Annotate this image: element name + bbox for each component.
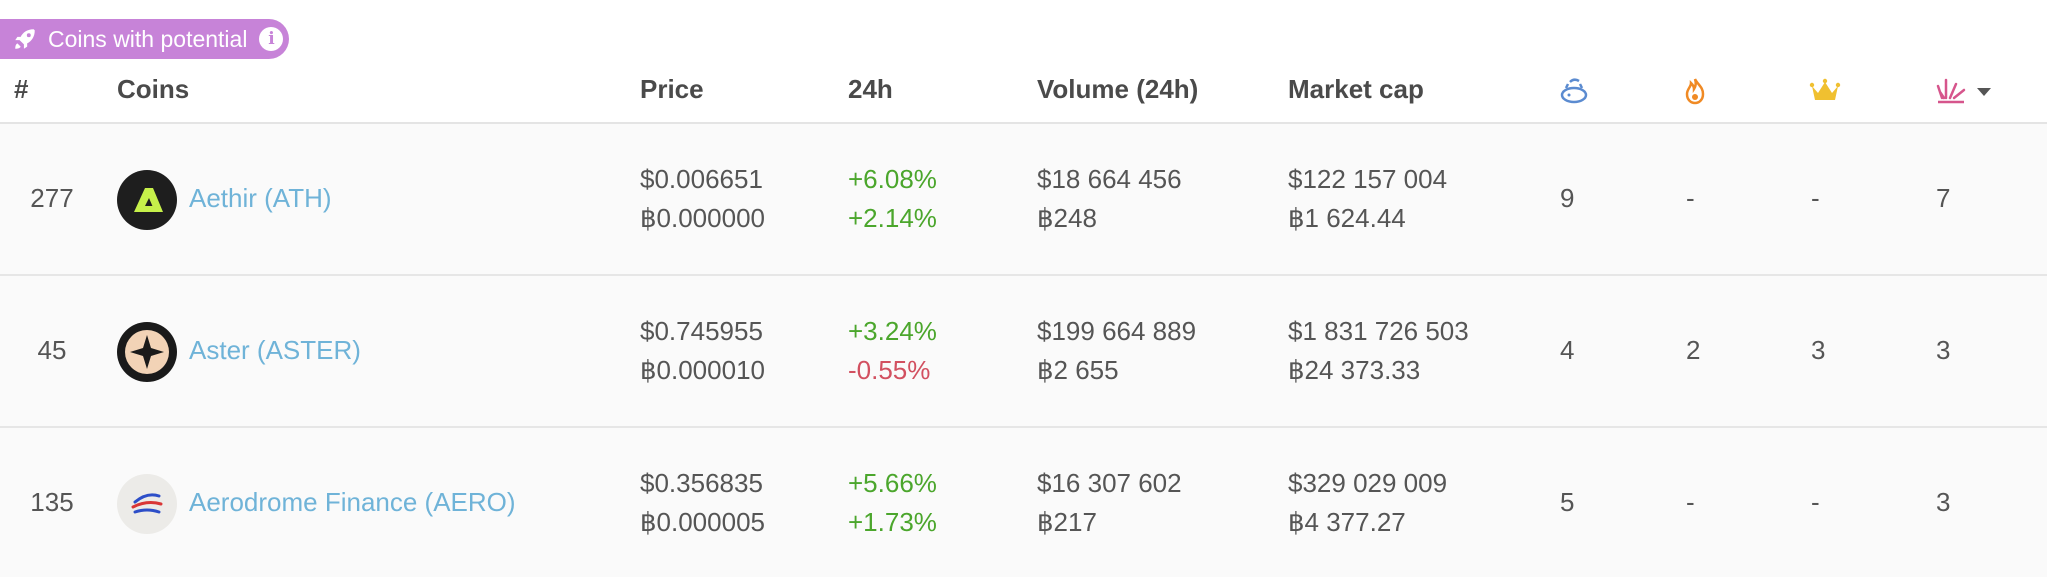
coin-name-link[interactable]: Aster (ASTER)	[189, 335, 361, 365]
change-usd: +5.66%	[848, 468, 937, 498]
price-btc: ฿0.000010	[640, 355, 765, 385]
score-piggy: 4	[1560, 335, 1575, 365]
volume-usd: $18 664 456	[1037, 164, 1182, 194]
price-btc: ฿0.000000	[640, 203, 765, 233]
score-flame: -	[1686, 183, 1695, 213]
table-row[interactable]: 277 Aethir (ATH) $0.006651 ฿0.000000 +6.…	[0, 124, 2047, 276]
coins-with-potential-badge[interactable]: Coins with potential i	[0, 19, 289, 59]
price-usd: $0.356835	[640, 468, 763, 498]
score-crown: 3	[1811, 335, 1826, 365]
header-coins[interactable]: Coins	[117, 74, 190, 104]
volume-btc: ฿2 655	[1037, 355, 1119, 385]
score-flame: -	[1686, 487, 1695, 517]
volume-usd: $199 664 889	[1037, 316, 1197, 346]
aster-logo	[117, 322, 177, 382]
header-volume[interactable]: Volume (24h)	[1037, 74, 1199, 104]
score-piggy: 5	[1560, 487, 1575, 517]
rocket-icon	[15, 29, 35, 49]
score-explosion: 7	[1936, 183, 1951, 213]
row-rank: 45	[37, 335, 67, 365]
change-usd: +6.08%	[848, 164, 937, 194]
row-rank: 135	[30, 487, 74, 517]
row-rank: 277	[30, 183, 74, 213]
badge-label: Coins with potential	[48, 25, 248, 52]
header-rank[interactable]: #	[14, 74, 29, 104]
market-cap-usd: $122 157 004	[1288, 164, 1448, 194]
price-usd: $0.745955	[640, 316, 763, 346]
market-cap-btc: ฿1 624.44	[1288, 203, 1406, 233]
market-cap-btc: ฿24 373.33	[1288, 355, 1421, 385]
score-crown: -	[1811, 183, 1820, 213]
aethir-logo	[117, 170, 177, 230]
score-flame: 2	[1686, 335, 1701, 365]
chevron-down-icon[interactable]	[1976, 86, 1992, 98]
market-cap-usd: $329 029 009	[1288, 468, 1448, 498]
price-usd: $0.006651	[640, 164, 763, 194]
change-btc: +2.14%	[848, 203, 937, 233]
change-btc: +1.73%	[848, 507, 937, 537]
explosion-icon[interactable]	[1934, 76, 1968, 106]
score-explosion: 3	[1936, 487, 1951, 517]
change-btc: -0.55%	[848, 355, 931, 385]
crown-icon[interactable]	[1808, 76, 1842, 106]
volume-usd: $16 307 602	[1037, 468, 1182, 498]
coin-name-link[interactable]: Aerodrome Finance (AERO)	[189, 487, 516, 517]
volume-btc: ฿217	[1037, 507, 1097, 537]
table-row[interactable]: 135 Aerodrome Finance (AERO) $0.356835 ฿…	[0, 428, 2047, 577]
header-24h[interactable]: 24h	[848, 74, 893, 104]
table-header: # Coins Price 24h Volume (24h) Market ca…	[0, 64, 2047, 124]
change-usd: +3.24%	[848, 316, 937, 346]
score-explosion: 3	[1936, 335, 1951, 365]
aerodrome-logo	[117, 474, 177, 534]
score-crown: -	[1811, 487, 1820, 517]
header-price[interactable]: Price	[640, 74, 704, 104]
piggy-bank-icon[interactable]	[1557, 76, 1591, 106]
market-cap-usd: $1 831 726 503	[1288, 316, 1469, 346]
coin-name-link[interactable]: Aethir (ATH)	[189, 183, 332, 213]
info-icon[interactable]: i	[259, 27, 284, 51]
market-cap-btc: ฿4 377.27	[1288, 507, 1406, 537]
flame-icon[interactable]	[1678, 76, 1712, 106]
score-piggy: 9	[1560, 183, 1575, 213]
price-btc: ฿0.000005	[640, 507, 765, 537]
table-row[interactable]: 45 Aster (ASTER) $0.745955 ฿0.000010 +3.…	[0, 276, 2047, 428]
volume-btc: ฿248	[1037, 203, 1097, 233]
header-market-cap[interactable]: Market cap	[1288, 74, 1424, 104]
